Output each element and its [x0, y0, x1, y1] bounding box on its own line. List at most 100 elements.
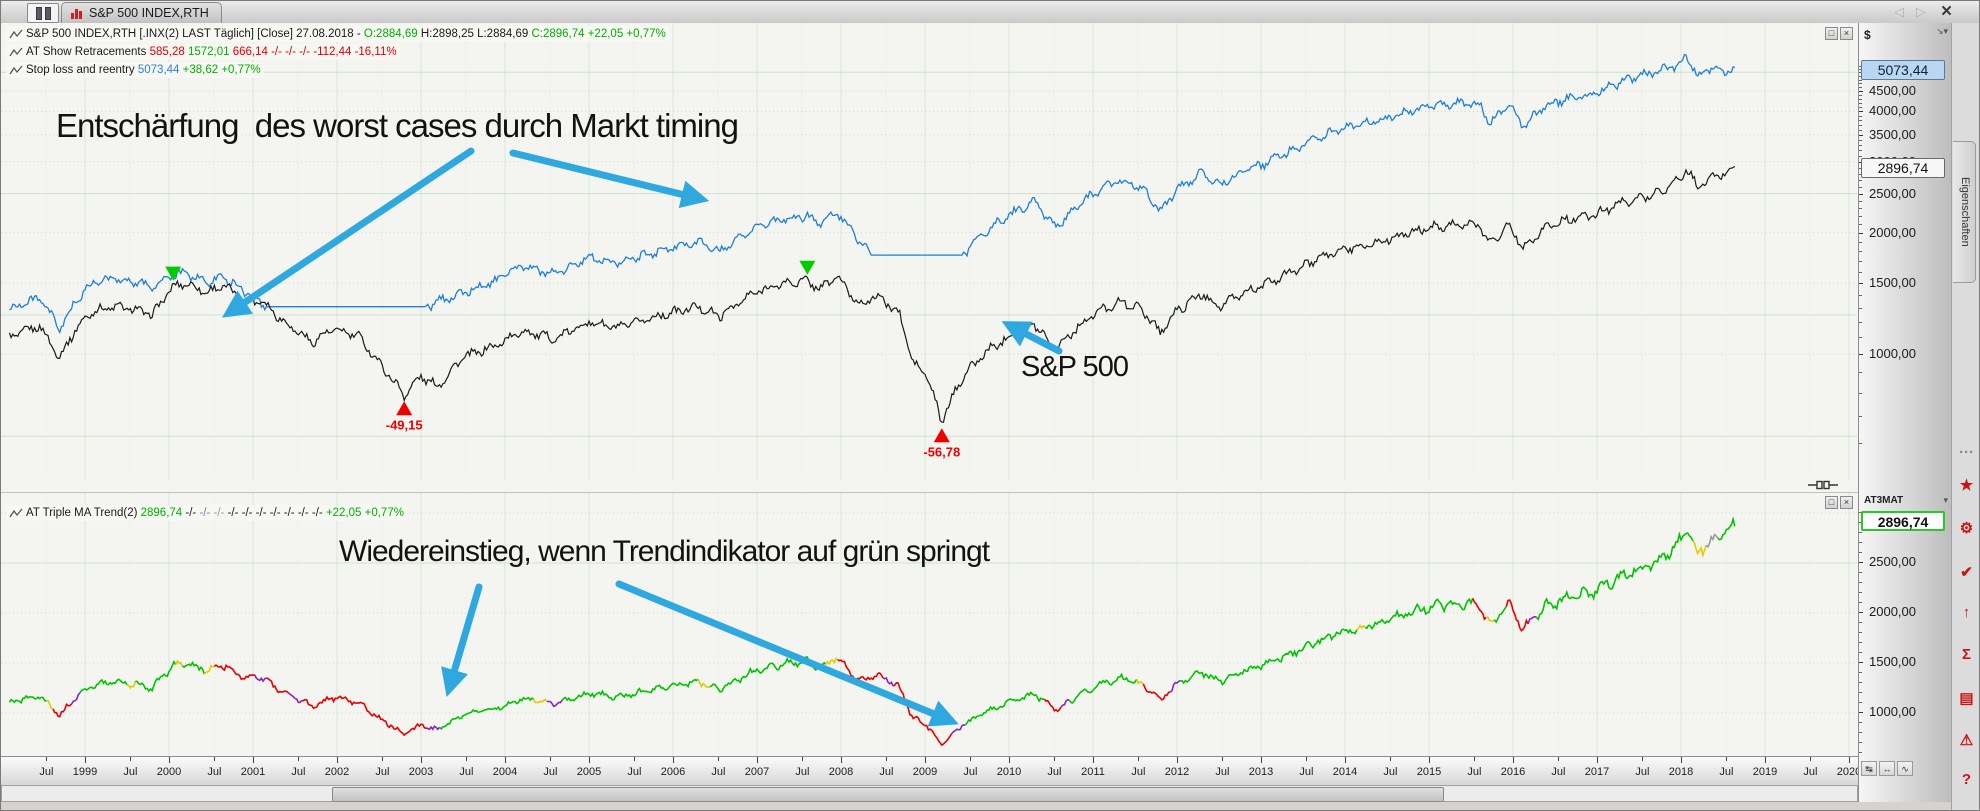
x-axis-label: 2000 — [156, 766, 182, 778]
zoom-fit-icon[interactable]: ↹ — [1861, 761, 1877, 776]
x-axis-label: Jul — [711, 766, 726, 778]
annotation-arrow[interactable] — [1001, 321, 1063, 355]
layers-list-icon[interactable]: ▤ — [1959, 690, 1974, 707]
axis-menu-icon[interactable]: ↘▾ — [1935, 26, 1948, 36]
price-tag-indicator[interactable]: 2896,74 — [1861, 511, 1945, 532]
zoom-horizontal-icon[interactable]: ↔ — [1879, 761, 1895, 776]
trend-line-segment — [438, 696, 535, 731]
nav-right-icon[interactable]: ▷ — [1916, 4, 1926, 19]
axis-tick-label: 2500,00 — [1869, 554, 1916, 569]
trend-line-segment — [546, 699, 563, 708]
legend-segment: -/- — [213, 507, 228, 519]
drag-handle-icon[interactable]: ··· — [1959, 444, 1974, 461]
axis-minor-tick — [1859, 224, 1862, 226]
trend-line-segment — [1471, 597, 1487, 621]
nav-left-icon[interactable]: ◁ — [1894, 4, 1904, 19]
scrollbar-thumb[interactable] — [332, 787, 1444, 802]
trend-line-segment — [1135, 678, 1144, 685]
x-axis-tick — [169, 757, 170, 763]
x-axis-label: 1999 — [72, 766, 98, 778]
trend-chart-canvas[interactable] — [1, 493, 1858, 757]
axis-minor-tick — [1859, 532, 1862, 533]
upload-arrow-icon[interactable]: ↑ — [1962, 604, 1971, 621]
trend-line-segment — [174, 659, 184, 667]
x-axis-tick — [337, 757, 338, 763]
x-axis-tick — [757, 757, 758, 763]
document-tab[interactable]: S&P 500 INDEX,RTH — [61, 2, 222, 23]
price-tag-sp500[interactable]: 2896,74 — [1861, 157, 1945, 178]
trend-line-segment — [1364, 597, 1474, 631]
axis-corner: ↹ ↔ ∿ — [1859, 756, 1952, 802]
annotation-sp500-label[interactable]: S&P 500 — [1021, 351, 1129, 383]
legend-row-indicator[interactable]: AT Triple MA Trend(2) 2896,74 -/- -/- -/… — [6, 505, 407, 521]
panel-divider[interactable] — [1, 479, 1858, 493]
axis-tick — [1859, 612, 1863, 613]
annotation-arrow[interactable] — [509, 149, 710, 208]
panel-maximize-icon[interactable]: □ — [1825, 27, 1838, 40]
x-axis-label: Jul — [627, 766, 642, 778]
x-axis-label: 2009 — [912, 766, 938, 778]
x-axis-label: Jul — [1803, 766, 1818, 778]
axis-currency-label: $ — [1864, 28, 1871, 42]
annotation-worst-case[interactable]: Entschärfung des worst cases durch Markt… — [56, 107, 739, 144]
x-axis-label: 2012 — [1164, 766, 1190, 778]
panel-close-icon[interactable]: × — [1840, 496, 1853, 509]
tools-check-icon[interactable]: ✔ — [1960, 564, 1973, 581]
settings-gear-icon[interactable]: ⚙ — [1959, 520, 1974, 537]
x-axis-tick — [505, 757, 506, 763]
layout-button[interactable] — [27, 3, 59, 23]
legend-row-0[interactable]: S&P 500 INDEX,RTH [.INX(2) LAST Täglich]… — [6, 26, 669, 42]
x-axis-label: 2002 — [324, 766, 350, 778]
x-axis-tick — [802, 757, 804, 761]
x-axis-tick — [1261, 757, 1262, 763]
x-axis-label: Jul — [543, 766, 558, 778]
axis-minor-tick — [1859, 271, 1862, 273]
price-tag-strategy[interactable]: 5073,44 — [1861, 59, 1945, 80]
trend-line-segment — [427, 725, 441, 731]
trend-line-segment — [1717, 516, 1736, 541]
axis-minor-tick — [1859, 139, 1862, 141]
axis-minor-tick — [1859, 125, 1862, 126]
axis-minor-tick — [1859, 722, 1862, 723]
trend-line-segment — [1068, 672, 1138, 704]
axis-minor-tick — [1859, 393, 1862, 395]
axis-tick-label: 1000,00 — [1869, 346, 1916, 361]
annotation-arrow[interactable] — [441, 583, 483, 698]
trend-axis[interactable]: AT3MAT ▾ 2500,00 2000,00 1500,00 1000,00 289… — [1859, 492, 1952, 756]
axis-menu-icon[interactable]: ▾ — [1943, 495, 1948, 505]
auto-scale-icon[interactable]: ∿ — [1897, 761, 1913, 776]
legend-segment: S&P 500 INDEX,RTH [.INX(2) LAST Täglich]… — [26, 28, 364, 40]
legend-row-2[interactable]: Stop loss and reentry 5073,44 +38,62 +0,… — [6, 62, 264, 78]
alert-screen-icon[interactable]: ⚠ — [1959, 732, 1974, 749]
x-axis-tick — [634, 757, 636, 761]
panel-close-icon[interactable]: × — [1840, 27, 1853, 40]
favorites-star-icon[interactable]: ★ — [1959, 477, 1974, 494]
axis-minor-tick — [1859, 542, 1862, 543]
price-axis-top[interactable]: $ ↘▾ 4500,004000,003500,003000,002500,00… — [1859, 23, 1952, 479]
axis-minor-tick — [1859, 150, 1862, 152]
title-bar: S&P 500 INDEX,RTH ◁ ▷ × — [1, 1, 1979, 24]
annotation-arrow[interactable] — [615, 580, 959, 727]
panel-maximize-icon[interactable]: □ — [1825, 496, 1838, 509]
drawdown-marker-icon — [933, 428, 950, 443]
x-axis-label: Jul — [207, 766, 222, 778]
x-axis-tick — [1138, 757, 1140, 761]
axis-tick-label: 3500,00 — [1869, 126, 1916, 142]
properties-tab[interactable]: Eigenschaften — [1953, 141, 1976, 283]
legend-row-1[interactable]: AT Show Retracements 585,28 1572,01 666,… — [6, 44, 400, 60]
x-axis-label: Jul — [1383, 766, 1398, 778]
help-icon[interactable]: ? — [1961, 771, 1972, 788]
axis-minor-tick — [1859, 251, 1862, 253]
annotation-reentry[interactable]: Wiedereinstieg, wenn Trendindikator auf … — [339, 535, 990, 568]
annotation-arrow[interactable] — [222, 147, 475, 318]
axis-minor-tick — [1859, 72, 1862, 74]
axis-minor-tick — [1859, 129, 1862, 131]
price-chart-canvas[interactable]: -49,15 -56,78 — [1, 23, 1858, 479]
time-axis[interactable]: Jul 1999 Jul 2000 Jul 2001 Jul 2002 Jul 2003 Jul 20… — [1, 756, 1861, 786]
sum-icon[interactable]: Σ — [1961, 646, 1971, 663]
close-icon[interactable]: × — [1941, 1, 1953, 22]
trend-line-segment — [46, 699, 54, 710]
horizontal-scrollbar[interactable] — [1, 785, 1858, 802]
trend-line-segment — [882, 677, 894, 687]
